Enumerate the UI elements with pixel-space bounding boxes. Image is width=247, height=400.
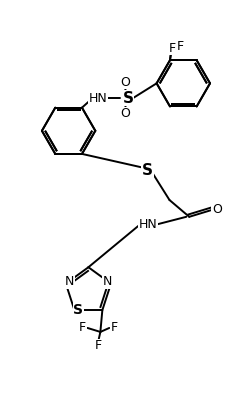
Text: S: S bbox=[142, 163, 153, 178]
Text: N: N bbox=[65, 275, 75, 288]
Text: O: O bbox=[120, 108, 130, 120]
Text: F: F bbox=[79, 322, 86, 334]
Text: HN: HN bbox=[138, 218, 157, 231]
Text: O: O bbox=[212, 203, 222, 216]
Text: F: F bbox=[111, 322, 118, 334]
Text: F: F bbox=[95, 339, 102, 352]
Text: F: F bbox=[168, 42, 176, 55]
Text: S: S bbox=[123, 91, 133, 106]
Text: S: S bbox=[73, 303, 83, 317]
Text: O: O bbox=[120, 76, 130, 89]
Text: N: N bbox=[102, 275, 112, 288]
Text: HN: HN bbox=[89, 92, 108, 105]
Text: F: F bbox=[177, 40, 184, 53]
